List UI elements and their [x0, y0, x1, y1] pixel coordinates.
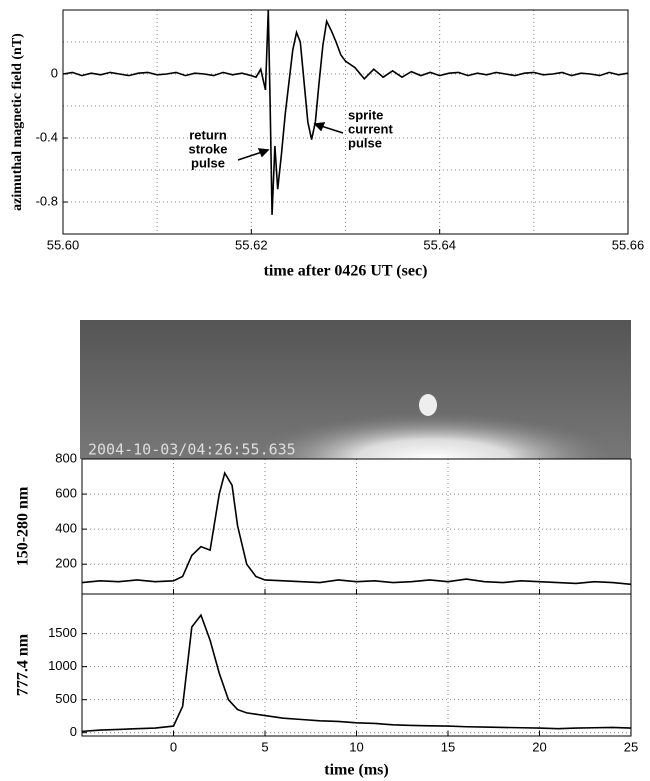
y-tick-label: 800 — [55, 450, 77, 465]
annotation-arrows — [237, 122, 344, 161]
annotation: stroke — [188, 141, 227, 156]
y-tick-label: 0 — [70, 724, 77, 739]
y-tick-label: -0.4 — [36, 129, 58, 144]
x-tick-label: 0 — [170, 739, 177, 754]
annotation: pulse — [348, 135, 382, 150]
x-tick-label: 10 — [349, 739, 363, 754]
y-tick-label: 1000 — [48, 658, 77, 673]
annotation: pulse — [191, 155, 225, 170]
y-tick-label: 600 — [55, 486, 77, 501]
x-tick-label: 20 — [532, 739, 546, 754]
x-tick-label: 55.62 — [235, 237, 268, 252]
y-axis-label: 777.4 nm — [15, 633, 32, 696]
data-line — [82, 613, 631, 733]
y-axis-label: azimuthal magnetic field (nT) — [10, 33, 25, 211]
x-tick-label: 55.60 — [47, 237, 80, 252]
y-tick-label: -0.8 — [36, 193, 58, 208]
x-axis-label: time after 0426 UT (sec) — [264, 263, 428, 280]
x-tick-label: 5 — [261, 739, 268, 754]
annotation: return — [189, 127, 227, 142]
x-tick-label: 15 — [441, 739, 455, 754]
timestamp: 2004-10-03/04:26:55.635 — [88, 441, 296, 459]
camera-image: 2004-10-03/04:26:55.635 — [80, 320, 631, 459]
y-tick-label: 0 — [51, 65, 58, 80]
annotation: sprite — [348, 107, 383, 122]
data-line — [82, 470, 631, 586]
y-tick-label: 500 — [55, 691, 77, 706]
annotation: current — [348, 121, 393, 136]
x-tick-label: 55.66 — [612, 237, 645, 252]
y-tick-label: 200 — [55, 556, 77, 571]
y-tick-label: 1500 — [48, 625, 77, 640]
plot-frame — [81, 593, 632, 737]
data-line — [63, 10, 628, 215]
x-axis-label: time (ms) — [324, 762, 388, 779]
y-axis-label: 150-280 nm — [15, 486, 32, 566]
x-tick-label: 55.64 — [423, 237, 456, 252]
y-tick-label: 400 — [55, 521, 77, 536]
x-tick-label: 25 — [624, 739, 638, 754]
plot-frame — [62, 9, 629, 235]
